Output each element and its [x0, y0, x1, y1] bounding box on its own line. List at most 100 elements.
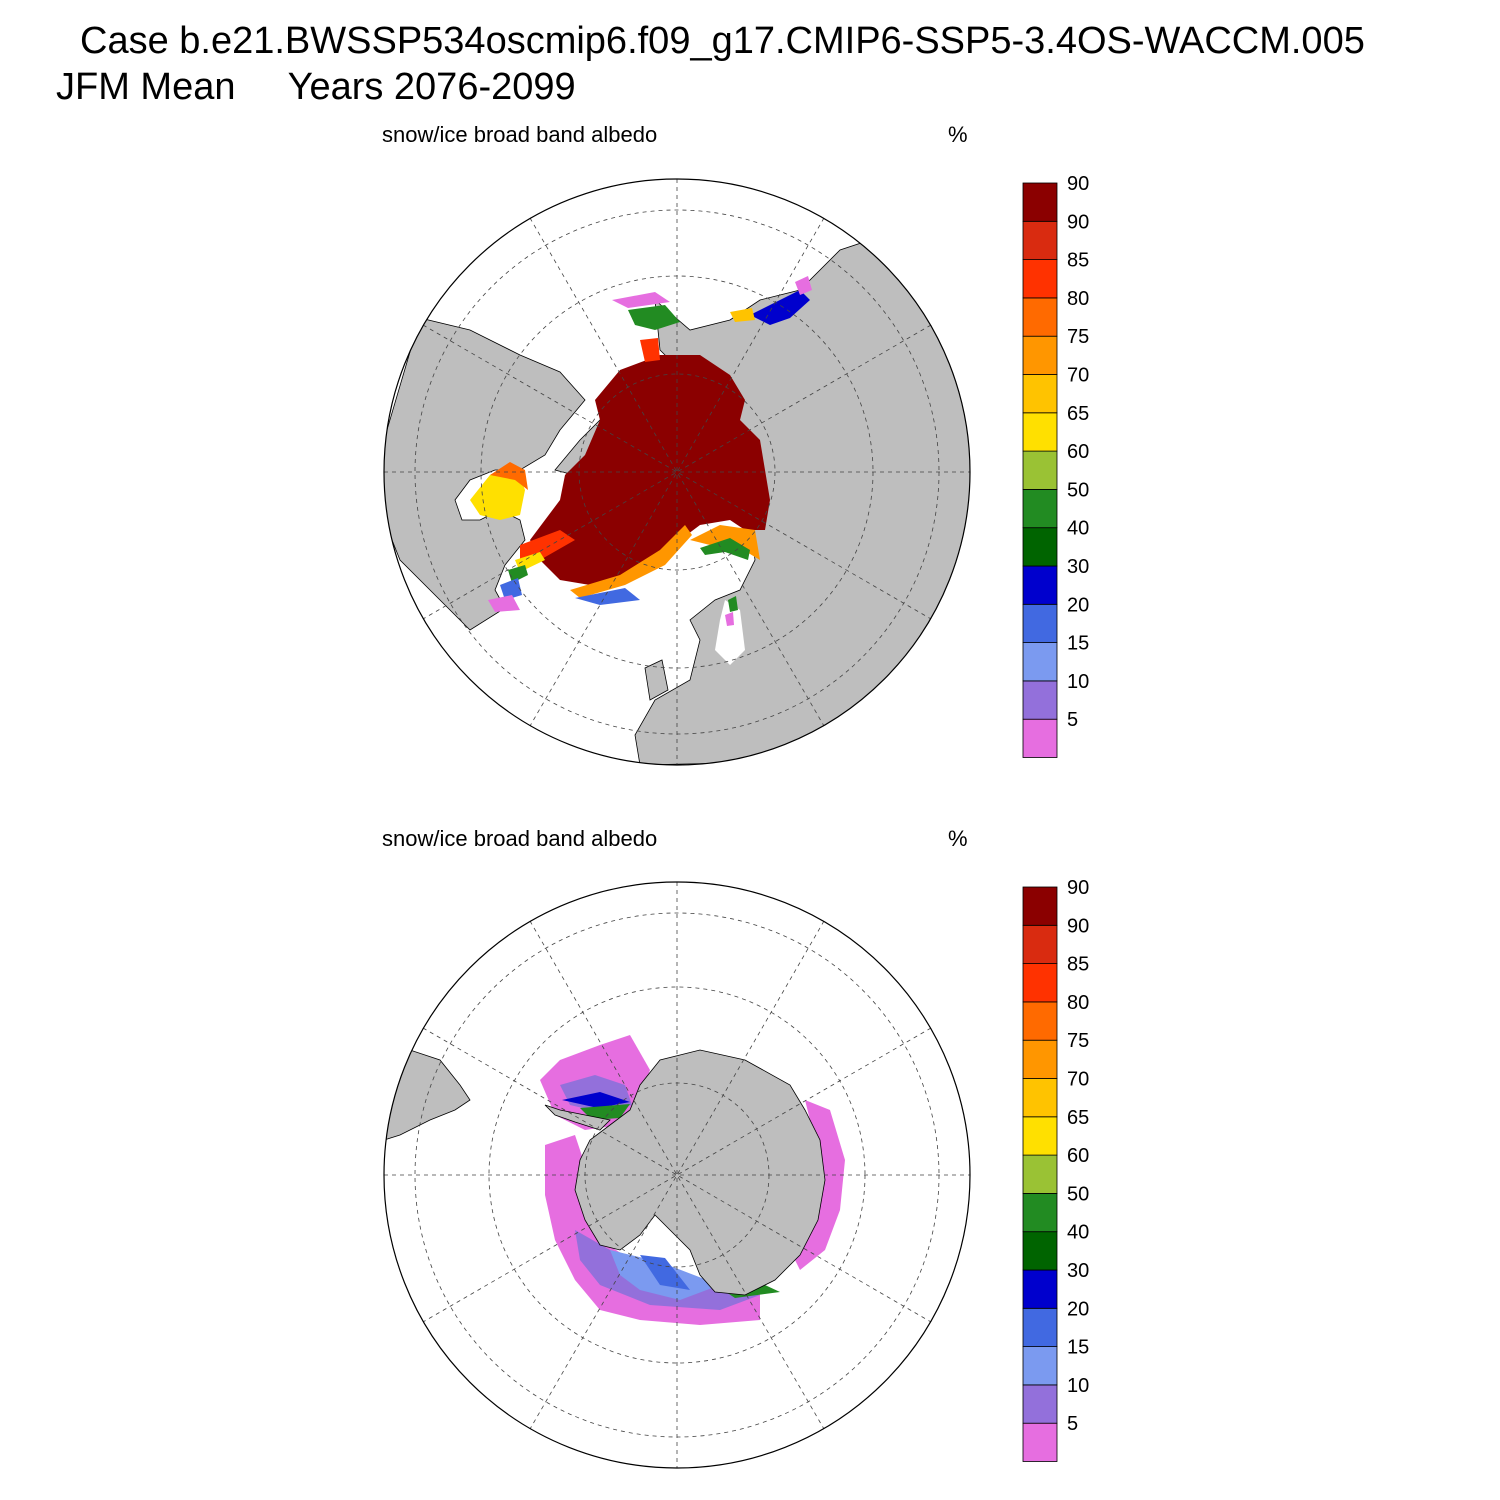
colorbar-south-tick-label: 90 — [1067, 877, 1089, 899]
figure-title-case: Case b.e21.BWSSP534oscmip6.f09_g17.CMIP6… — [80, 20, 1365, 62]
colorbar-north-swatch — [1022, 680, 1058, 720]
east-antarctic-ice-pink — [790, 1100, 845, 1270]
north-sea-ice — [470, 276, 812, 626]
colorbar-south-tick-label: 15 — [1067, 1337, 1089, 1359]
colorbar-north-tick-label: 90 — [1067, 173, 1089, 195]
colorbar-south: 5 10 15 20 30 40 50 60 65 70 75 80 85 90 90 — [1022, 877, 1089, 1462]
colorbar-north-tick-label: 75 — [1067, 326, 1089, 348]
colorbar-south-tick-label: 30 — [1067, 1260, 1089, 1282]
figure-title-period: JFM Mean Years 2076-2099 — [56, 66, 576, 108]
colorbar-south-tick-label: 20 — [1067, 1298, 1089, 1320]
colorbar-north-swatch — [1022, 642, 1058, 682]
colorbar-south-swatch — [1022, 1078, 1058, 1118]
okhotsk-ice-pink — [795, 276, 812, 295]
colorbar-north-tick-label: 40 — [1067, 518, 1089, 540]
greenland-sea-ice-band — [570, 525, 692, 598]
colorbar-north-tick-label: 5 — [1067, 709, 1078, 731]
colorbar-north-tick-label: 10 — [1067, 671, 1089, 693]
map-north — [383, 178, 971, 766]
colorbar-south-tick-label: 50 — [1067, 1183, 1089, 1205]
colorbar-north-tick-label: 20 — [1067, 594, 1089, 616]
labrador-ice-band-pink — [488, 595, 520, 612]
labrador-ice-band-green — [508, 565, 528, 583]
colorbar-north-swatch — [1022, 488, 1058, 529]
colorbar-north-swatch — [1022, 565, 1058, 605]
labrador-ice-band-blue — [500, 578, 522, 600]
colorbar-south-tick-label: 70 — [1067, 1069, 1089, 1091]
colorbar-south-tick-label: 80 — [1067, 992, 1089, 1014]
colorbar-south-swatch — [1022, 1346, 1058, 1386]
colorbar-south-tick-label: 75 — [1067, 1030, 1089, 1052]
baltic-ice-pink — [725, 612, 734, 626]
colorbar-south-swatch — [1022, 1116, 1058, 1156]
weddell-ice-blue — [562, 1092, 630, 1108]
colorbar-north: 5 10 15 20 30 40 50 60 65 70 75 80 85 90 90 — [1022, 173, 1089, 758]
panel-north-units: % — [948, 122, 968, 147]
colorbar-north-tick-label: 70 — [1067, 365, 1089, 387]
colorbar-south-tick-label: 40 — [1067, 1222, 1089, 1244]
map-south-graticule — [384, 882, 970, 1468]
north-ice-core — [530, 355, 770, 585]
colorbar-north-swatch — [1022, 297, 1058, 337]
colorbar-north-tick-label: 80 — [1067, 288, 1089, 310]
colorbar-south-tick-label: 85 — [1067, 954, 1089, 976]
colorbar-north-swatch — [1022, 718, 1058, 758]
colorbar-north-swatch — [1022, 220, 1058, 261]
colorbar-south-swatch — [1022, 924, 1058, 964]
bering-ice-bands — [628, 305, 680, 330]
map-north-graticule — [384, 179, 970, 765]
colorbar-north-swatch — [1022, 335, 1058, 375]
colorbar-south-swatch — [1022, 1422, 1058, 1462]
map-south — [383, 881, 971, 1469]
baltic-sea — [715, 600, 745, 665]
map-south-clipped — [384, 1035, 845, 1325]
colorbar-north-swatch — [1022, 412, 1058, 452]
barents-ice-band-green — [700, 538, 750, 560]
colorbar-south-swatch — [1022, 1269, 1058, 1309]
panel-south-variable-label: snow/ice broad band albedo — [382, 826, 658, 851]
okhotsk-ice-bands — [750, 290, 810, 325]
colorbar-south-tick-label: 10 — [1067, 1375, 1089, 1397]
colorbar-south-tick-label: 90 — [1067, 915, 1089, 937]
greenland-sea-ice-band-blue — [575, 588, 640, 605]
bering-ice-pink — [612, 292, 670, 308]
map-north-border — [383, 178, 971, 766]
colorbar-south-swatch — [1022, 1154, 1058, 1194]
weddell-ice-green — [580, 1104, 630, 1120]
colorbar-south-swatch — [1022, 963, 1058, 1003]
colorbar-north-tick-label: 50 — [1067, 479, 1089, 501]
colorbar-south-swatch — [1022, 1231, 1058, 1271]
colorbar-north-tick-label: 85 — [1067, 250, 1089, 272]
colorbar-north-tick-label: 15 — [1067, 633, 1089, 655]
baltic-ice — [728, 596, 738, 612]
colorbar-south-tick-label: 5 — [1067, 1413, 1078, 1435]
colorbar-north-swatch — [1022, 182, 1058, 222]
colorbar-south-swatch — [1022, 886, 1058, 926]
chukchi-ice-red — [640, 338, 660, 362]
colorbar-south-swatch — [1022, 1384, 1058, 1424]
south-america-landmass — [384, 1049, 471, 1141]
colorbar-south-swatch — [1022, 1307, 1058, 1348]
map-south-border — [383, 881, 971, 1469]
colorbar-south-swatch — [1022, 1193, 1058, 1233]
panel-north-variable-label: snow/ice broad band albedo — [382, 122, 658, 147]
colorbar-north-tick-label: 90 — [1067, 211, 1089, 233]
colorbar-north-swatch — [1022, 259, 1058, 299]
british-isles — [644, 659, 669, 701]
colorbar-south-swatch — [1022, 1039, 1058, 1079]
colorbar-south-swatch — [1022, 1001, 1058, 1041]
north-america-landmass — [384, 317, 586, 631]
colorbar-north-swatch — [1022, 450, 1058, 490]
antarctica-landmass — [574, 1049, 826, 1296]
colorbar-north-tick-label: 60 — [1067, 441, 1089, 463]
colorbar-north-swatch — [1022, 603, 1058, 643]
colorbar-north-tick-label: 65 — [1067, 403, 1089, 425]
colorbar-north-swatch — [1022, 374, 1058, 414]
colorbar-north-swatch — [1022, 527, 1058, 567]
okhotsk-ice-yellow — [730, 308, 755, 322]
colorbar-south-tick-label: 65 — [1067, 1107, 1089, 1129]
hudson-bay-ice-edge — [490, 462, 528, 490]
panel-south-units: % — [948, 826, 968, 851]
colorbar-north-tick-label: 30 — [1067, 556, 1089, 578]
